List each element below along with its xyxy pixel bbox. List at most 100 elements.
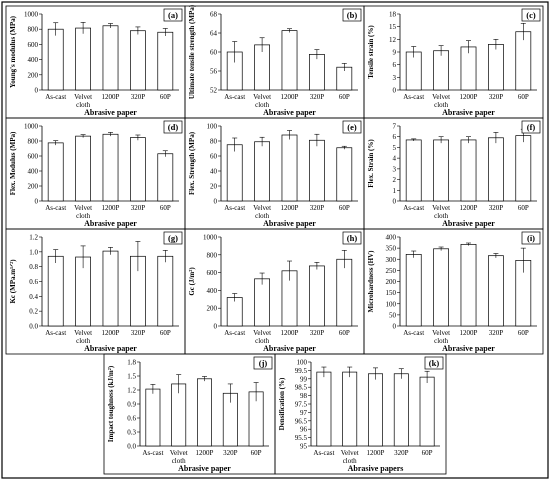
x-tick-label: Velvet (74, 204, 92, 212)
y-tick-label: 600 (28, 153, 39, 161)
x-tick-label: 1200P (460, 329, 478, 337)
x-tick-label: Velvet (432, 93, 450, 101)
bar-1 (226, 144, 243, 202)
bar-3 (460, 139, 477, 202)
x-tick-label: Velvet (432, 204, 450, 212)
x-tick-label: 60P (518, 329, 529, 337)
bar-1 (47, 28, 64, 91)
y-tick-label: 100 (386, 300, 397, 308)
y-tick-label: 0 (393, 198, 397, 206)
panel-label-box (521, 231, 541, 245)
panel-label: (d) (168, 122, 179, 132)
x-tick-label: 60P (160, 93, 171, 101)
x-axis-title: Abrasive paper (84, 344, 137, 353)
x-tick-label: Velvet (432, 329, 450, 337)
y-tick-label: 100 (207, 123, 218, 131)
bar-3 (281, 134, 298, 202)
x-tick-label: 1200P (102, 93, 120, 101)
panel-a: 0 200 400 600 800 1000 Young's modulus (MPa) As… (5, 5, 186, 119)
x-tick-label: Velvet (341, 449, 359, 457)
y-tick-label: 0.9 (127, 401, 136, 409)
y-tick-label: 95.5 (295, 434, 308, 442)
x-tick-label: 320P (223, 449, 238, 457)
panel-b: 52 56 60 64 68 Ultimate tensile strength (MPa… (184, 4, 365, 119)
y-tick-label: 0.2 (29, 308, 38, 316)
y-tick-label: 800 (28, 26, 39, 34)
y-tick-label: 0 (393, 323, 397, 331)
panel-label-box (163, 8, 183, 22)
bar-5 (515, 31, 532, 91)
x-tick-label: As-cast (45, 204, 66, 212)
x-tick-label: cloth (255, 101, 269, 109)
y-tick-label: 0.6 (29, 278, 38, 286)
y-tick-label: 0 (35, 87, 39, 95)
bar-2 (433, 248, 449, 327)
bar-2 (75, 27, 91, 91)
y-tick-label: 1.2 (127, 387, 136, 395)
y-tick-label: 6 (393, 61, 397, 69)
y-tick-label: 200 (28, 183, 39, 191)
bar-1 (316, 371, 332, 447)
bar-3 (368, 373, 383, 447)
panel-i: 0 50 100 150 200 250 300 350 400 Microhardness (H… (363, 228, 544, 355)
y-tick-label: 40 (210, 168, 218, 176)
y-tick-label: 350 (386, 245, 397, 253)
x-tick-label: cloth (343, 457, 357, 465)
y-axis-label: Gc (J/m²) (188, 267, 196, 296)
bar-4 (488, 255, 504, 327)
panel-label-box (424, 356, 444, 370)
bar-1 (405, 254, 422, 327)
y-tick-label: 95 (300, 443, 308, 451)
x-tick-label: 60P (518, 93, 529, 101)
x-tick-label: cloth (76, 212, 90, 220)
bar-1 (47, 142, 64, 202)
x-tick-label: 60P (518, 204, 529, 212)
panel-label-box (521, 120, 541, 134)
x-tick-label: As-cast (403, 329, 424, 337)
y-tick-label: 250 (386, 267, 397, 275)
y-tick-label: 52 (210, 87, 218, 95)
panel-c: 0 3 6 9 12 15 18 Tensile strain (%) As-cast Velve… (363, 5, 544, 119)
y-tick-label: 600 (207, 269, 218, 277)
y-axis-label: Impact toughness (kJ/m²) (107, 365, 115, 442)
panel-h: 0 200 400 600 800 1000 Gc (J/m²) As-cast Velvetc… (184, 228, 365, 355)
bar-3 (460, 243, 477, 327)
y-tick-label: 80 (210, 138, 218, 146)
bar-5 (419, 376, 435, 447)
y-tick-label: 68 (210, 11, 218, 19)
x-tick-label: cloth (434, 212, 448, 220)
y-tick-label: 0.6 (127, 415, 136, 423)
y-tick-label: 1.2 (29, 234, 38, 242)
y-tick-label: 400 (28, 168, 39, 176)
bar-2 (433, 50, 449, 91)
bar-1 (226, 297, 243, 327)
y-axis-label: Ultimate tensile strength (MPa) (188, 4, 196, 99)
bar-3 (102, 25, 119, 91)
y-axis-label: Tensile strain (%) (367, 25, 375, 79)
x-tick-label: 320P (489, 204, 504, 212)
y-tick-label: 600 (28, 41, 39, 49)
x-tick-label: Velvet (170, 449, 188, 457)
panel-label: (b) (347, 10, 358, 20)
y-tick-label: 3 (393, 165, 397, 173)
panel-j: 0.0 0.3 0.6 0.9 1.2 1.5 1.8 Impact toughness (k… (103, 353, 276, 475)
y-tick-label: 0 (393, 87, 397, 95)
bar-2 (433, 139, 449, 202)
bar-5 (157, 31, 174, 91)
panel-label: (k) (429, 358, 440, 368)
x-axis-title: Abrasive paper (263, 219, 316, 228)
bar-5 (157, 153, 174, 202)
y-tick-label: 0.3 (127, 429, 136, 437)
x-tick-label: cloth (434, 101, 448, 109)
y-tick-label: 96.5 (295, 417, 308, 425)
bar-1 (405, 51, 422, 91)
bar-4 (393, 373, 409, 447)
x-axis-title: Abrasive paper (178, 464, 231, 473)
panel-label: (g) (168, 233, 178, 243)
x-tick-label: 60P (339, 93, 350, 101)
bar-4 (488, 137, 504, 202)
y-tick-label: 60 (210, 49, 218, 57)
bar-1 (405, 139, 422, 202)
